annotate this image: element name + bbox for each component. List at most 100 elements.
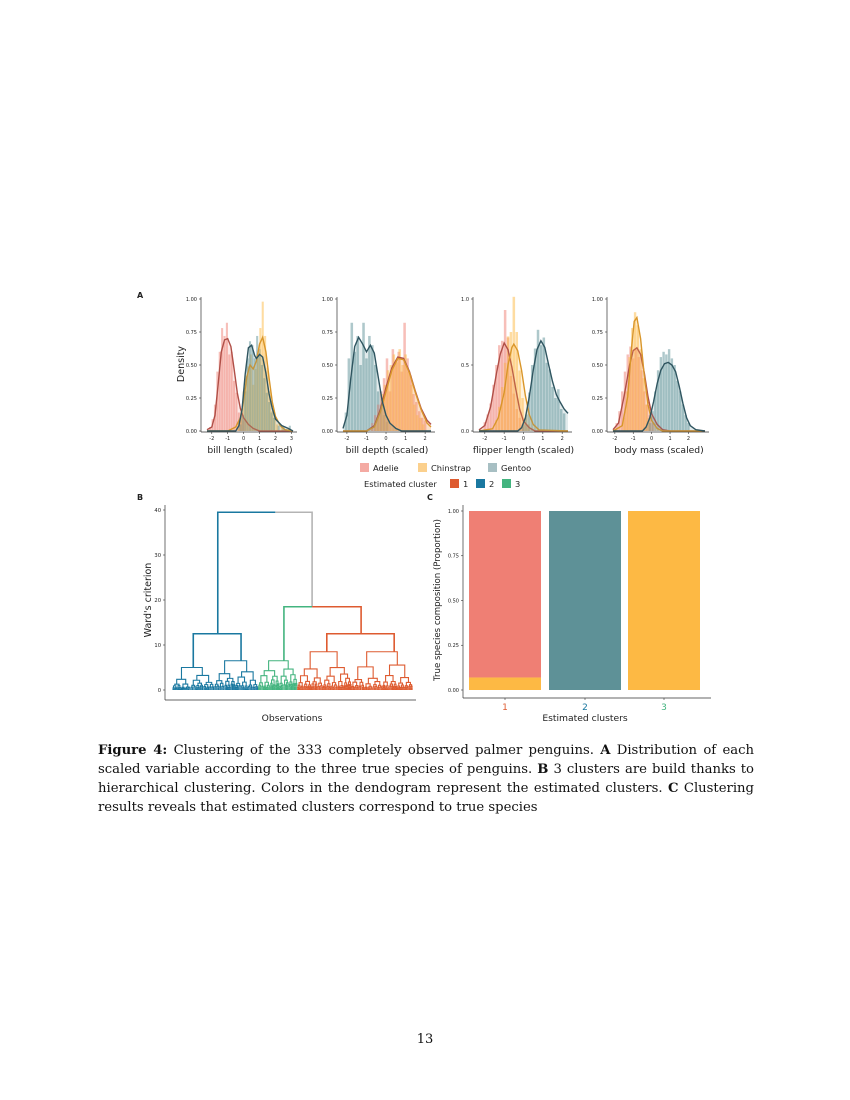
dendrogram-branch: [260, 675, 268, 683]
dendrogram-branch: [285, 685, 288, 688]
histogram-bar: [221, 328, 224, 431]
dendrogram-branch: [206, 687, 208, 690]
y-tick-label: 0: [158, 688, 161, 694]
dendrogram-branch: [365, 687, 368, 690]
histogram-bar: [530, 365, 534, 431]
dendrogram-branch: [303, 685, 306, 688]
dendrogram-branch: [404, 686, 407, 689]
y-tick-label: 0.75: [592, 330, 603, 336]
histogram-bar: [258, 349, 261, 431]
legend-swatch-gentoo: [488, 463, 497, 472]
dendrogram-branch: [289, 681, 293, 685]
histogram-bar: [542, 337, 546, 431]
dendrogram-branch: [172, 687, 175, 689]
legend-cluster-swatch-1: [450, 479, 459, 488]
dendrogram-branch: [338, 680, 343, 687]
histogram-bar: [256, 335, 259, 431]
caption-text-2: Distribution of each scaled variable acc…: [98, 743, 754, 777]
histogram-bar: [500, 340, 504, 431]
y-axis-label: True species composition (Proportion): [433, 519, 443, 682]
x-axis-label: Observations: [262, 713, 323, 724]
histogram-bar: [636, 325, 640, 431]
histogram-bar: [350, 322, 354, 431]
dendrogram-branch: [214, 683, 219, 687]
dendrogram-branch: [385, 687, 388, 689]
histogram-bar: [656, 370, 660, 431]
dendrogram-branch: [340, 684, 344, 688]
dendrogram-branch: [298, 686, 301, 689]
dendrogram-branch: [258, 684, 261, 688]
dendrogram-branch: [327, 683, 331, 687]
dendrogram-branch: [377, 684, 382, 688]
dendrogram-branch: [225, 680, 230, 686]
dendrogram-branch: [203, 686, 206, 689]
histogram-bar: [648, 423, 651, 431]
histogram-bar: [280, 427, 283, 431]
dendrogram-branch: [225, 686, 228, 688]
dendrogram-branch: [279, 686, 282, 689]
dendrogram-branch: [311, 686, 313, 689]
dendrogram-branch: [374, 681, 381, 686]
dendrogram-branch: [264, 687, 267, 689]
x-tick-label: -1: [364, 436, 369, 442]
dendrogram-branch: [385, 675, 394, 683]
dendrogram-branch: [359, 681, 364, 687]
dendrogram-branch: [200, 684, 203, 688]
dendrogram-branch: [324, 686, 327, 689]
histogram-bar: [557, 389, 560, 431]
dendrogram-branch: [354, 679, 363, 683]
dendrogram-branch: [244, 685, 248, 689]
histogram-bar: [522, 424, 525, 431]
dendrogram-branch: [307, 686, 310, 689]
dendrogram-branch: [270, 682, 273, 687]
y-tick-label: 0.25: [448, 643, 459, 649]
dendrogram-branch: [196, 674, 210, 683]
histogram-bar: [525, 414, 528, 431]
dendrogram-branch: [293, 678, 297, 684]
histogram-bar: [365, 358, 368, 431]
histogram-bar: [551, 387, 554, 431]
dendrogram-branch: [237, 676, 246, 684]
histogram-bar: [622, 417, 626, 431]
panel-label-a: A: [137, 291, 144, 300]
dendrogram-branch: [331, 685, 334, 689]
histogram-bar: [644, 404, 648, 431]
dendrogram-branch: [242, 681, 247, 687]
dendrogram-branch: [340, 686, 343, 689]
dendrogram-branch: [241, 685, 244, 689]
dendrogram-branch: [253, 684, 258, 688]
dendrogram-branch: [172, 685, 177, 688]
histogram-bar: [684, 415, 687, 431]
dendrogram-branch: [295, 682, 298, 687]
x-tick-label: -2: [482, 436, 487, 442]
histogram-bar: [228, 354, 231, 431]
dendrogram-branch: [263, 687, 266, 689]
x-axis-label: body mass (scaled): [614, 445, 703, 456]
histogram-bar: [536, 329, 540, 431]
dendrogram-branch: [279, 682, 283, 687]
dendrogram-branch: [241, 671, 254, 681]
x-tick-label: -1: [225, 436, 230, 442]
dendrogram-branch: [261, 685, 264, 688]
histogram-bar: [223, 335, 226, 431]
dendrogram-branch: [249, 679, 256, 686]
histogram-bar: [368, 335, 371, 431]
y-tick-label: 1.0: [461, 297, 469, 303]
dendrogram-branch: [205, 681, 213, 685]
y-tick-label: 0.75: [322, 330, 333, 336]
dendrogram-branch: [345, 684, 348, 688]
histogram-bar: [512, 296, 516, 431]
dendrogram-branch: [337, 685, 340, 688]
x-tick-label: 1: [668, 436, 671, 442]
histogram-bar: [681, 404, 685, 431]
histogram-bar: [423, 420, 427, 431]
dendrogram-branch: [318, 682, 322, 687]
dendrogram-branch: [372, 686, 375, 688]
dendrogram-branch: [236, 682, 241, 686]
legend-swatch-adelie: [360, 463, 369, 472]
dendrogram-branch: [221, 685, 225, 689]
dendrogram-branch: [177, 687, 180, 689]
x-tick-label-3: 3: [661, 703, 667, 713]
histogram-bar: [486, 414, 489, 431]
